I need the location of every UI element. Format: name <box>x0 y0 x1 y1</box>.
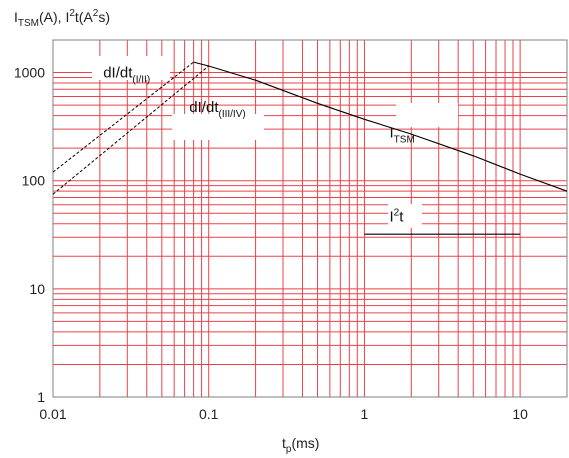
y-tick-label: 1000 <box>14 65 45 81</box>
plot-frame <box>52 39 568 398</box>
x-tick-label: 1 <box>361 406 369 422</box>
x-tick-label: 0.01 <box>39 406 66 422</box>
annotation-didt-i-ii: dI/dt(I/II) <box>103 65 150 86</box>
grid <box>53 40 567 397</box>
series-line-3 <box>52 65 210 195</box>
x-tick-label: 0.1 <box>199 406 219 422</box>
annotation-itsm: ITSM <box>390 125 415 146</box>
y-axis-label: ITSM(A), I2t(A2s) <box>14 8 110 29</box>
y-tick-label: 100 <box>22 173 46 189</box>
annotation-bg-itsm <box>396 103 458 127</box>
annotation-didt-iii-iv: dI/dt(III/IV) <box>189 99 245 120</box>
annotation-bg-didt2 <box>172 114 264 140</box>
y-tick-label: 1 <box>37 389 45 405</box>
annotations: dI/dt(I/II) dI/dt(III/IV) ITSM I2t <box>92 56 458 228</box>
x-axis-label: tp(ms) <box>282 435 319 455</box>
series-line-0 <box>193 61 568 192</box>
x-tick-label: 10 <box>512 406 528 422</box>
annotation-bg-i2t <box>388 204 422 228</box>
y-tick-label: 10 <box>29 281 45 297</box>
tick-labels: 0.01 0.1 1 10 1 10 100 1000 <box>14 65 528 422</box>
annotation-i2t: I2t <box>390 207 405 225</box>
annotation-bg-didt1 <box>92 56 170 80</box>
series-layer <box>52 61 568 235</box>
